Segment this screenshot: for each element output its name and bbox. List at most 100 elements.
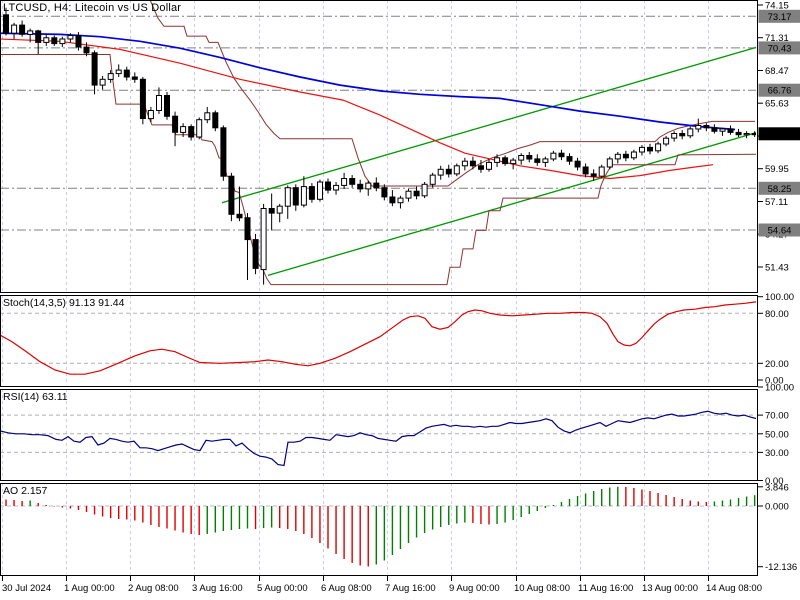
time-tick-label[interactable]: 13 Aug 00:00: [642, 583, 698, 594]
candle-bear: [647, 146, 653, 152]
candle-bear: [727, 128, 734, 133]
y-tick-label: 57.11: [765, 197, 788, 208]
candle-bear: [349, 178, 356, 185]
time-tick-label[interactable]: 11 Aug 16:00: [578, 583, 633, 594]
time-tick-label[interactable]: 6 Aug 08:00: [321, 583, 372, 594]
candle-bull: [639, 146, 645, 153]
candle-bear: [308, 186, 315, 200]
candle-bear: [526, 155, 533, 160]
candle-bear: [220, 127, 227, 177]
candle-bull: [598, 166, 605, 177]
y-tick-label: 74.15: [765, 1, 789, 12]
candle-bear: [590, 173, 597, 177]
candle-bull: [630, 151, 637, 159]
candle-bear: [164, 95, 170, 117]
candle-bear: [236, 213, 243, 219]
stoch-line: [1, 301, 756, 375]
ao-panel: [0, 483, 757, 575]
stoch-plot-area[interactable]: [0, 295, 757, 386]
y-tick-label: 0.00: [765, 376, 784, 387]
time-tick-label[interactable]: 1 Aug 00:00: [64, 583, 115, 594]
y-tick-label: 70.00: [765, 411, 789, 422]
y-tick-label: -12.136: [765, 562, 797, 573]
candle-bear: [558, 152, 565, 158]
candle-bull: [542, 158, 549, 163]
time-tick-label[interactable]: 9 Aug 00:00: [449, 583, 500, 594]
sr-price-badge: [758, 41, 800, 55]
y-tick-label: 30.00: [765, 448, 789, 459]
candle-bull: [743, 133, 750, 136]
candle-bear: [325, 181, 331, 191]
candle-bear: [478, 165, 484, 170]
candle-bull: [156, 95, 162, 111]
candle-bear: [357, 183, 364, 190]
candle-bear: [91, 52, 98, 86]
y-tick-label: 20.00: [765, 359, 789, 370]
candle-bull: [43, 37, 50, 43]
candle-bear: [381, 187, 388, 198]
candle-bull: [405, 190, 412, 199]
candle-bear: [413, 190, 420, 197]
stoch-panel: [0, 295, 757, 386]
candle-bear: [469, 160, 476, 167]
time-tick-label[interactable]: 7 Aug 16:00: [385, 583, 436, 594]
candle-bull: [67, 35, 74, 40]
candle-bear: [292, 187, 299, 206]
candle-bull: [147, 110, 154, 120]
candle-bear: [703, 125, 710, 129]
trendline[interactable]: [267, 132, 757, 277]
time-tick-label[interactable]: 30 Jul 2024: [2, 583, 51, 594]
candle-bear: [35, 30, 42, 43]
channel-upper-line: [149, 1, 755, 187]
candle-bear: [19, 24, 26, 35]
candle-bear: [445, 168, 452, 175]
candle-bear: [139, 78, 146, 120]
candle-bull: [663, 137, 670, 145]
candle-bull: [461, 160, 468, 167]
time-tick-label[interactable]: 2 Aug 08:00: [128, 583, 179, 594]
candle-bull: [284, 187, 291, 207]
candle-bear: [679, 133, 686, 137]
time-tick-label[interactable]: 5 Aug 00:00: [257, 583, 308, 594]
candle-bull: [196, 119, 203, 138]
candle-bear: [212, 112, 219, 129]
candle-bear: [373, 182, 380, 189]
candle-bear: [751, 133, 756, 136]
sr-price-badge-text: 58.25: [768, 184, 792, 195]
candle-bear: [3, 14, 9, 34]
candle-bull: [486, 161, 492, 170]
candle-bull: [59, 38, 66, 45]
candle-bear: [83, 46, 90, 54]
candle-bull: [695, 125, 702, 130]
candle-bear: [582, 166, 589, 175]
price-frame: [0, 0, 758, 293]
price-plot-area[interactable]: [0, 0, 757, 292]
candle-bull: [99, 78, 106, 86]
y-tick-label: 50.00: [765, 429, 789, 440]
time-tick-label[interactable]: 10 Aug 08:00: [514, 583, 570, 594]
candle-bull: [204, 112, 211, 121]
y-tick-label: 0.000: [765, 502, 789, 513]
candle-bear: [75, 35, 82, 48]
time-tick-label[interactable]: 14 Aug 08:00: [706, 583, 762, 594]
y-tick-label: 59.95: [765, 164, 789, 175]
time-tick-label[interactable]: 3 Aug 16:00: [192, 583, 243, 594]
candle-bear: [566, 156, 573, 162]
candle-bull: [107, 73, 114, 80]
sr-price-badge-text: 73.17: [768, 12, 792, 23]
ao-plot-area[interactable]: [0, 483, 757, 575]
candle-bull: [27, 30, 34, 35]
sr-price-badge: [758, 181, 800, 195]
candle-bear: [252, 239, 259, 269]
trendline[interactable]: [221, 46, 757, 204]
candle-bull: [317, 181, 323, 200]
ma-blue-line: [1, 32, 736, 131]
candle-bear: [244, 217, 251, 241]
rsi-frame: [0, 389, 758, 481]
candle-bear: [389, 196, 396, 204]
candle-bear: [188, 126, 195, 138]
rsi-plot-area[interactable]: [0, 389, 757, 480]
y-tick-label: 0.00: [765, 476, 784, 487]
price-panel: [0, 0, 757, 292]
